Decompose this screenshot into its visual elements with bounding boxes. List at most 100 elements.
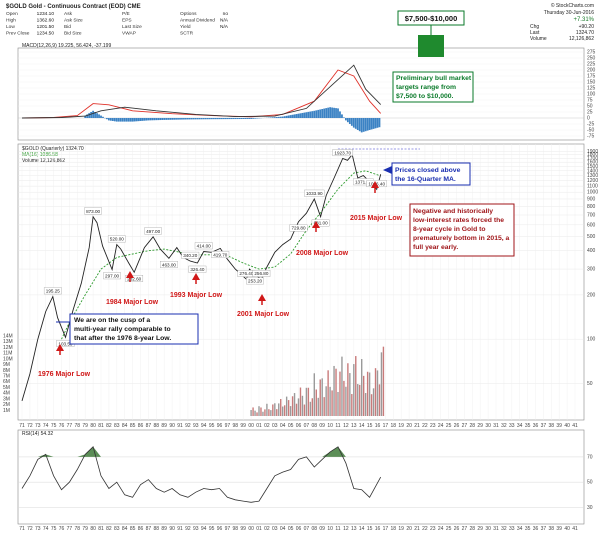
macd-histogram-bar	[198, 118, 201, 120]
low-1993-label: 1993 Major Low	[170, 292, 223, 299]
volume-y-tick: 2M	[3, 402, 10, 408]
stats-table: Open 1234.10 High 1362.60 Low 1201.50 Prev Clo…	[6, 11, 229, 37]
macd-histogram-bar	[305, 112, 308, 118]
price-value-label: 419.70	[213, 252, 227, 257]
macd-histogram-bar	[277, 116, 280, 118]
price-value-label: 1371.60	[355, 179, 372, 184]
macd-histogram-bar	[321, 109, 324, 118]
x-tick-label: 98	[233, 526, 239, 532]
x-axis-labels: 7171727273737474757576767777787879798080…	[19, 423, 578, 532]
annotation-negative-rates: Negative and historically low-interest r…	[409, 203, 515, 257]
volume-bar	[374, 368, 377, 416]
price-y-tick: 1900	[587, 149, 598, 155]
macd-histogram-bar	[368, 118, 371, 130]
x-tick-label: 07	[304, 526, 310, 532]
annotation-cusp: We are on the cusp of a multi-year rally…	[56, 313, 199, 345]
x-tick-label: 18	[391, 423, 397, 429]
quote-volume-label: Volume	[530, 36, 547, 42]
price-value-label-box	[181, 251, 200, 259]
macd-histogram-bar	[301, 112, 304, 118]
macd-y-tick: 125	[587, 86, 596, 92]
price-value-label: 276.40	[239, 271, 253, 276]
x-tick-label: 81	[98, 526, 104, 532]
x-tick-label: 71	[19, 526, 25, 532]
macd-histogram-bar	[133, 118, 136, 122]
macd-histogram-bar	[283, 116, 286, 118]
rsi-overbought-fill	[22, 446, 381, 457]
macd-histogram-bar	[187, 118, 189, 120]
macd-histogram-bar	[167, 118, 170, 120]
macd-histogram-bar	[129, 118, 132, 122]
arrow-left-icon	[383, 166, 392, 174]
price-value-label-box	[311, 219, 330, 227]
x-tick-label: 75	[51, 423, 57, 429]
x-tick-label: 90	[169, 423, 175, 429]
macd-signal-line	[21, 64, 382, 119]
x-tick-label: 37	[541, 423, 547, 429]
quote-box: Thursday 30-Jun-2016 +7.31% Chg +90.20 L…	[530, 10, 595, 42]
x-tick-label: 20	[406, 423, 412, 429]
x-tick-label: 00	[248, 526, 254, 532]
volume-bar	[343, 380, 345, 416]
volume-bar	[278, 403, 280, 416]
annotation-prices-closed: Prices closed above the 16-Quarter MA.	[383, 162, 471, 186]
macd-histogram-bar	[196, 118, 199, 120]
neg-rates-line-3: 8-year cycle in Gold to	[413, 226, 486, 233]
x-tick-label: 79	[82, 423, 88, 429]
x-tick-label: 16	[375, 423, 381, 429]
macd-histogram-bar	[275, 117, 278, 118]
annotation-target-range: $7,500-$10,000	[397, 10, 465, 57]
price-value-label: 1033.90	[306, 191, 323, 196]
volume-bar	[260, 407, 262, 416]
x-tick-label: 05	[288, 423, 294, 429]
quote-volume: 12,126,862	[569, 36, 594, 42]
macd-histogram-bar	[202, 118, 205, 120]
stat-label: Annual Dividend	[180, 18, 215, 24]
x-tick-label: 30	[485, 526, 491, 532]
macd-histogram-bar	[273, 117, 276, 118]
x-tick-label: 05	[288, 526, 294, 532]
volume-bar	[287, 400, 290, 416]
macd-histogram-bar	[111, 118, 114, 121]
cusp-line-3: that after the 1976 8-year Low.	[74, 335, 171, 342]
symbol-title: $GOLD Gold - Continuous Contract (EOD) C…	[6, 4, 141, 10]
price-y-tick: 1500	[587, 164, 598, 170]
x-tick-label: 28	[470, 423, 476, 429]
svg-text:We are on the cusp of a: We are on the cusp of a multi-year rally…	[74, 317, 173, 342]
macd-histogram-bar	[297, 113, 300, 118]
volume-bar	[349, 373, 351, 416]
volume-bar	[299, 387, 302, 416]
macd-histogram-bar	[350, 118, 353, 126]
price-value-label: 253.20	[248, 279, 262, 284]
x-tick-label: 13	[351, 423, 357, 429]
price-value-label: 103.50	[58, 341, 72, 346]
macd-y-tick: 50	[587, 104, 593, 110]
macd-histogram-bar	[238, 118, 241, 120]
volume-bar	[285, 396, 288, 416]
x-tick-label: 23	[430, 526, 436, 532]
x-tick-label: 93	[193, 423, 199, 429]
cusp-line-2: multi-year rally comparable to	[74, 326, 171, 333]
price-value-label-box	[84, 207, 102, 215]
volume-bar	[355, 356, 357, 416]
macd-histogram-bar	[327, 107, 330, 118]
volume-bar	[370, 394, 373, 416]
x-tick-label: 29	[477, 423, 483, 429]
price-y-tick: 1200	[587, 178, 598, 184]
price-value-label: 497.00	[146, 229, 160, 234]
x-tick-label: 77	[67, 423, 73, 429]
macd-histogram-bar	[309, 111, 312, 118]
macd-histogram-bar	[149, 118, 152, 121]
price-y-tick: 700	[587, 212, 596, 218]
stat-label: SCTR	[180, 31, 194, 37]
macd-histogram-bar	[341, 114, 343, 118]
macd-histogram-bar	[127, 118, 130, 122]
x-tick-label: 97	[225, 526, 231, 532]
price-y-tick: 600	[587, 222, 596, 228]
macd-histogram-bar	[279, 116, 282, 118]
macd-histogram-bar	[113, 118, 116, 122]
x-tick-label: 84	[122, 423, 128, 429]
x-tick-label: 40	[564, 423, 570, 429]
price-y-tick: 800	[587, 204, 596, 210]
